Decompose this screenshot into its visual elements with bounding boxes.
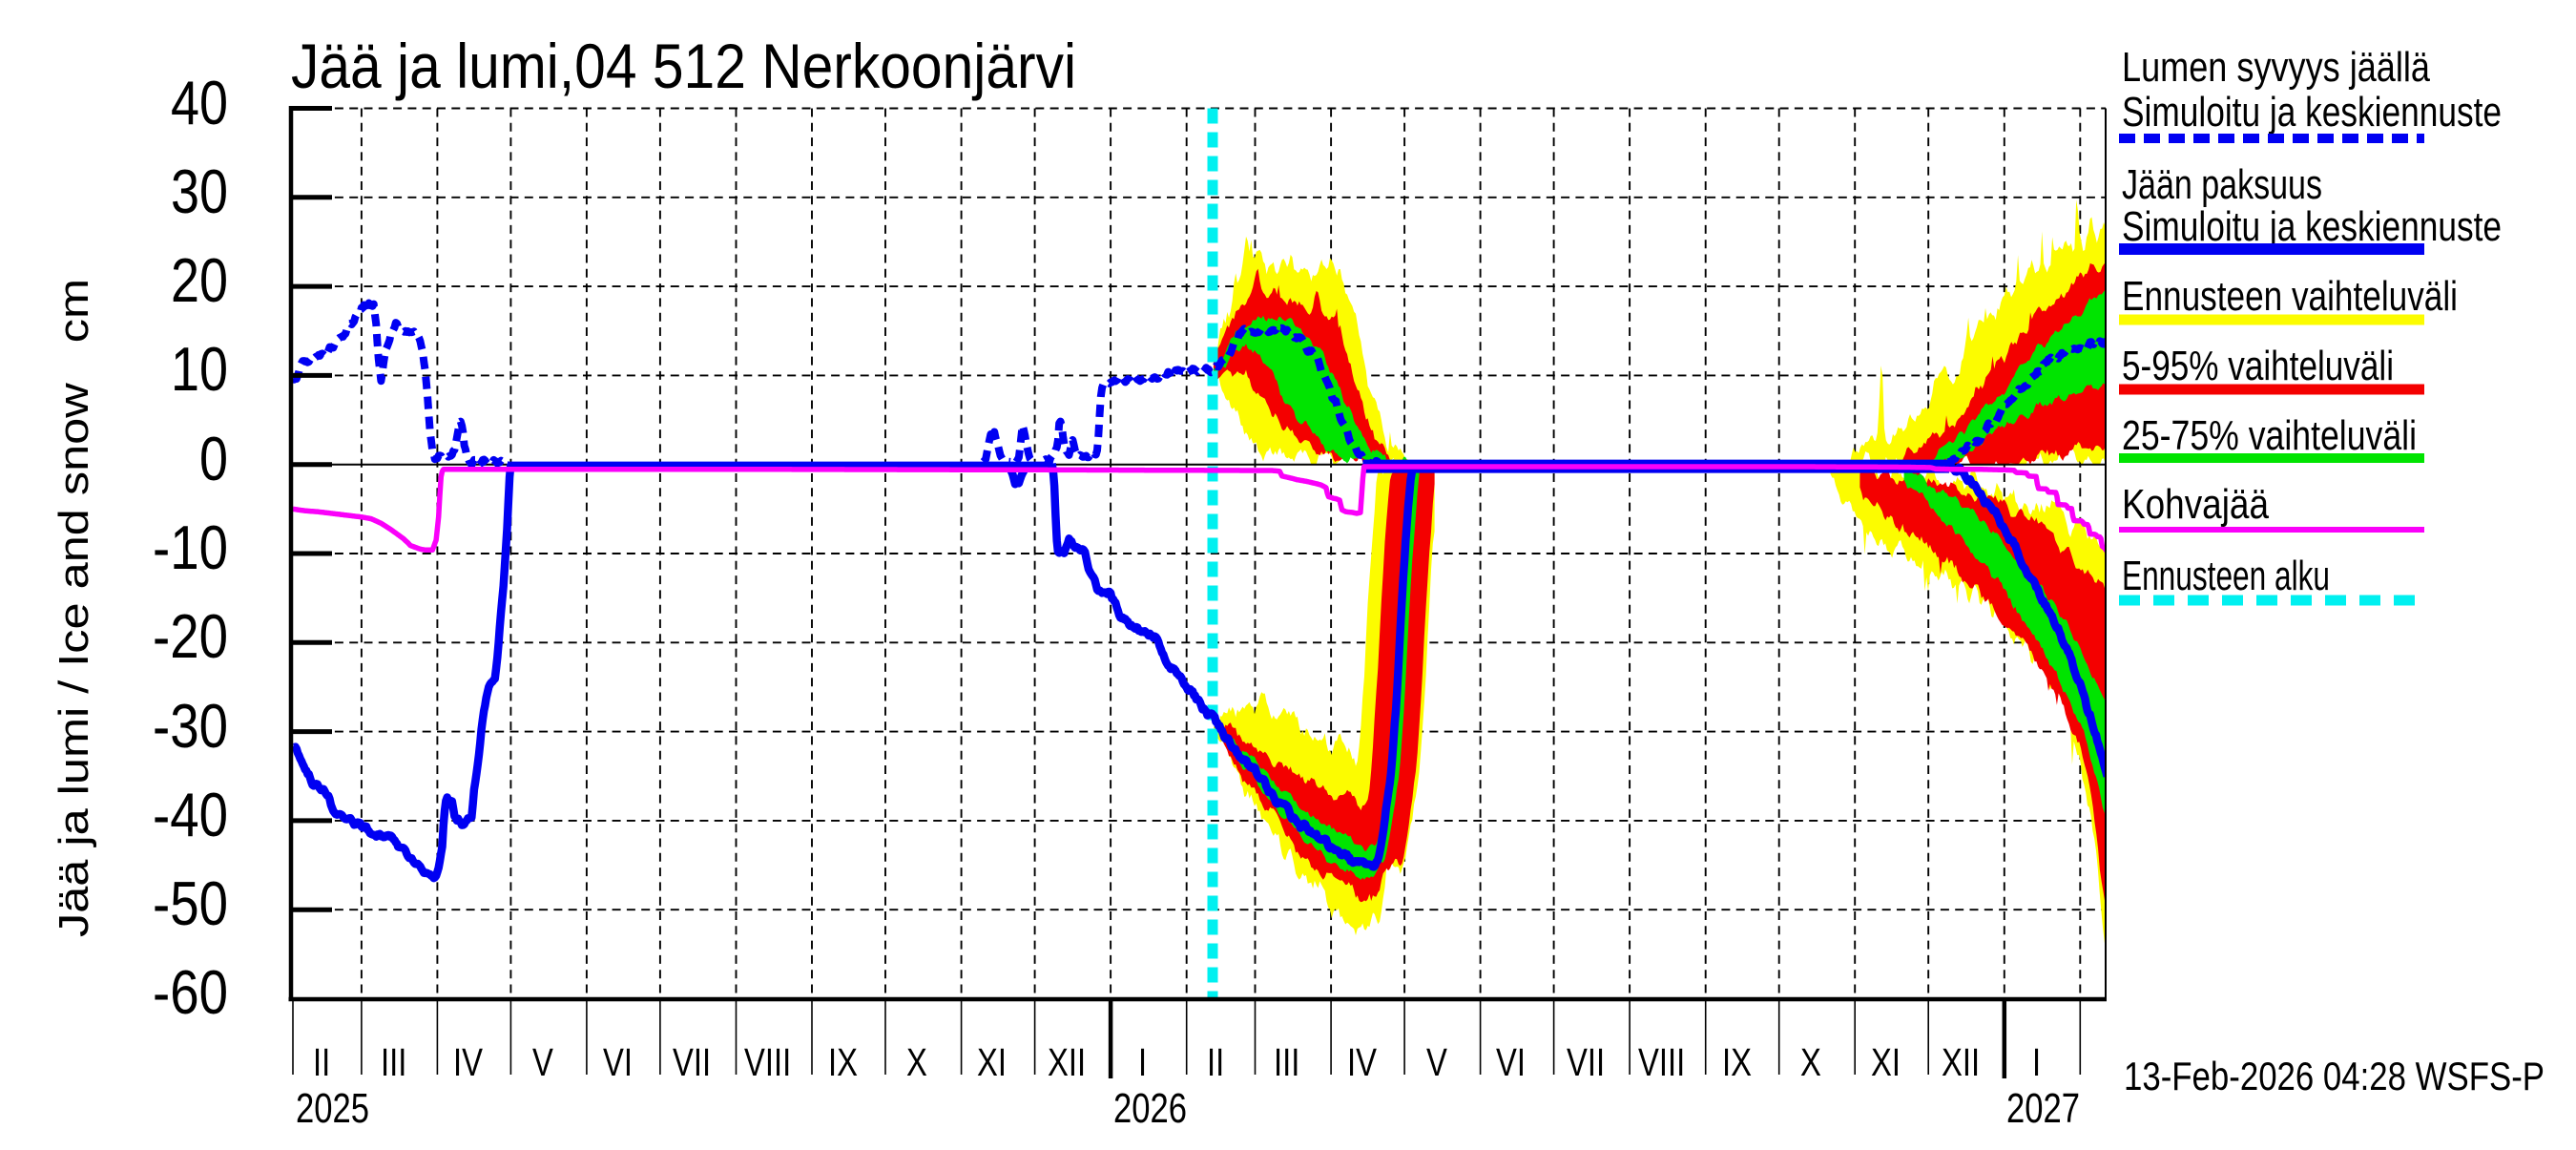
svg-text:VII: VII [673,1040,711,1084]
svg-text:-30: -30 [153,691,228,761]
svg-text:VIII: VIII [744,1040,791,1084]
svg-text:13-Feb-2026 04:28 WSFS-P: 13-Feb-2026 04:28 WSFS-P [2124,1054,2545,1098]
svg-text:25-75% vaihteluväli: 25-75% vaihteluväli [2122,412,2417,459]
svg-text:-40: -40 [153,780,228,849]
svg-text:20: 20 [171,245,228,315]
svg-text:-60: -60 [153,957,228,1027]
svg-text:2027: 2027 [2006,1085,2080,1132]
svg-text:II: II [313,1040,330,1084]
svg-text:5-95% vaihteluväli: 5-95% vaihteluväli [2122,343,2394,389]
svg-text:0: 0 [199,424,228,493]
svg-text:IX: IX [1722,1040,1752,1084]
svg-text:-20: -20 [153,601,228,671]
svg-text:-10: -10 [153,512,228,582]
svg-text:IV: IV [453,1040,484,1084]
svg-text:IX: IX [828,1040,858,1084]
svg-text:VI: VI [603,1040,633,1084]
svg-text:Simuloitu ja keskiennuste: Simuloitu ja keskiennuste [2122,89,2502,136]
svg-text:V: V [1426,1040,1447,1084]
svg-text:XII: XII [1942,1040,1980,1084]
svg-text:Ennusteen vaihteluväli: Ennusteen vaihteluväli [2122,273,2458,320]
svg-text:Jää ja lumi / Ice and snow c: Jää ja lumi / Ice and snow cm [51,279,97,937]
svg-text:V: V [532,1040,553,1084]
svg-text:III: III [381,1040,406,1084]
svg-text:I: I [2032,1040,2041,1084]
svg-text:Kohvajää: Kohvajää [2122,481,2269,528]
svg-text:X: X [1800,1040,1821,1084]
svg-text:VI: VI [1496,1040,1526,1084]
svg-text:XII: XII [1048,1040,1086,1084]
svg-text:X: X [906,1040,927,1084]
svg-text:VIII: VIII [1638,1040,1685,1084]
svg-text:-50: -50 [153,868,228,938]
svg-text:XI: XI [1871,1040,1901,1084]
svg-text:III: III [1274,1040,1299,1084]
svg-text:Ennusteen alku: Ennusteen alku [2122,553,2330,599]
svg-text:2026: 2026 [1113,1085,1187,1132]
svg-text:30: 30 [171,157,228,226]
svg-text:XI: XI [977,1040,1007,1084]
svg-text:40: 40 [171,68,228,137]
svg-text:IV: IV [1347,1040,1378,1084]
svg-text:Lumen syvyys jäällä: Lumen syvyys jäällä [2122,44,2430,91]
svg-text:VII: VII [1567,1040,1605,1084]
svg-text:Jään paksuus: Jään paksuus [2122,161,2322,208]
svg-text:10: 10 [171,334,228,404]
svg-text:Jää ja lumi,04 512 Nerkoonjärv: Jää ja lumi,04 512 Nerkoonjärvi [291,31,1076,101]
svg-text:II: II [1207,1040,1224,1084]
svg-text:2025: 2025 [296,1085,369,1132]
svg-text:I: I [1138,1040,1147,1084]
svg-text:Simuloitu ja keskiennuste: Simuloitu ja keskiennuste [2122,203,2502,250]
